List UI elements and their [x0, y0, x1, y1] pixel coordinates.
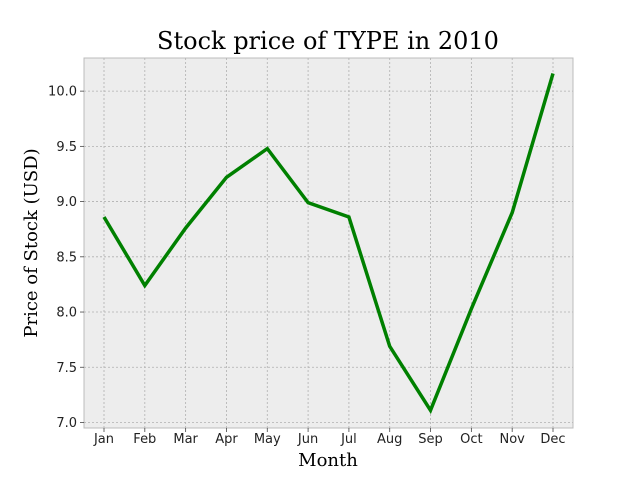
- y-tick-label: 9.0: [56, 195, 77, 210]
- x-tick-label: Mar: [173, 432, 198, 447]
- x-tick-label: Oct: [460, 432, 482, 447]
- plot-background: [83, 57, 574, 429]
- grid: [84, 58, 573, 428]
- x-tick-label: Jul: [340, 432, 357, 447]
- chart-title: Stock price of TYPE in 2010: [157, 27, 499, 55]
- series-layer: [102, 73, 555, 415]
- y-tick-label: 10.0: [48, 85, 77, 100]
- y-tick-label: 7.0: [56, 416, 77, 431]
- x-tick-label: Jun: [297, 432, 318, 447]
- x-axis-label: Month: [298, 450, 358, 471]
- x-tick-label: Feb: [133, 432, 156, 447]
- x-tick-label: Jan: [93, 432, 114, 447]
- x-tick-label: Dec: [540, 432, 565, 447]
- y-tick-label: 8.5: [56, 250, 77, 265]
- x-tick-label: Aug: [377, 432, 402, 447]
- y-tick-label: 8.0: [56, 306, 77, 321]
- x-tick-label: May: [254, 432, 281, 447]
- x-tick-label: Apr: [215, 432, 238, 447]
- series-line: [102, 73, 555, 415]
- y-axis-label: Price of Stock (USD): [21, 148, 42, 337]
- ticks: Jan Feb Mar Apr May Jun Jul Aug Sep Oct Nov Dec 7.0 7…: [48, 85, 566, 447]
- x-tick-label: Nov: [499, 432, 525, 447]
- y-tick-label: 7.5: [56, 361, 77, 376]
- x-tick-label: Sep: [418, 432, 443, 447]
- y-tick-label: 9.5: [56, 140, 77, 155]
